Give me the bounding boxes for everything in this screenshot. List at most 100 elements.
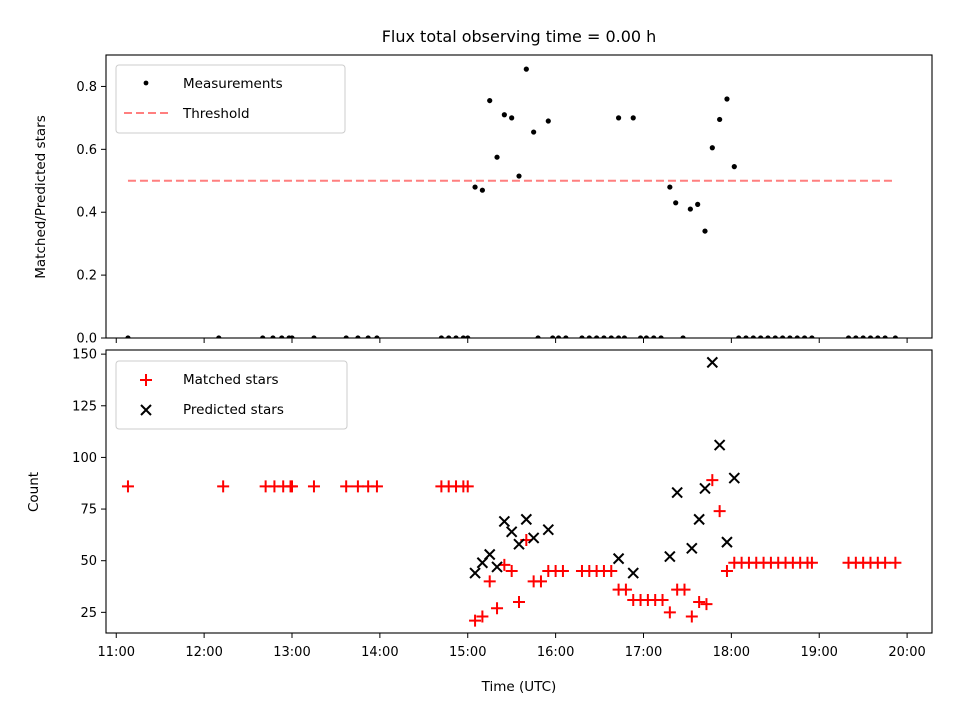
measurement-point	[270, 335, 276, 338]
measurement-point	[279, 335, 285, 338]
measurement-point	[545, 118, 551, 124]
top-y-tick-label: 0.6	[76, 143, 97, 158]
measurement-point	[750, 335, 756, 338]
top-y-axis: 0.0 0.2 0.4 0.6 0.8	[76, 80, 106, 347]
measurement-point	[772, 335, 778, 338]
measurement-point	[579, 335, 585, 338]
measurement-point	[311, 335, 317, 338]
top-y-tick-label: 0.0	[76, 332, 97, 347]
predicted-star-point	[713, 439, 726, 451]
measurement-point	[365, 335, 371, 338]
matched-star-point	[663, 606, 676, 619]
x-tick-label: 13:00	[273, 645, 310, 660]
measurement-point	[494, 154, 500, 160]
measurement-point	[892, 335, 898, 338]
bottom-series-layer	[121, 356, 902, 627]
matched-star-point	[491, 602, 504, 615]
measurement-point	[446, 335, 452, 338]
predicted-star-point	[699, 482, 711, 495]
matched-star-point	[693, 596, 706, 609]
predicted-star-point	[527, 532, 540, 544]
legend-predicted-label: Predicted stars	[183, 402, 284, 418]
measurement-point	[531, 129, 537, 135]
top-marks-clip	[125, 66, 898, 338]
measurement-point	[289, 335, 295, 338]
bottom-y-axis: 25 50 75 100 125 150	[72, 348, 106, 621]
matched-star-point	[307, 480, 320, 493]
top-x-axis	[115, 338, 908, 343]
matched-star-point	[340, 480, 353, 493]
measurement-point	[615, 115, 622, 121]
predicted-star-point	[484, 548, 496, 561]
measurement-point	[125, 335, 131, 338]
measurement-point	[709, 145, 715, 151]
predicted-star-point	[491, 561, 503, 573]
measurement-point	[472, 184, 478, 190]
measurement-point	[695, 201, 701, 207]
measurement-point	[601, 335, 607, 338]
measurement-point	[501, 112, 507, 118]
measurement-point	[355, 335, 361, 338]
matched-star-point	[656, 593, 669, 606]
top-plot-frame	[105, 54, 933, 339]
predicted-star-point	[542, 524, 554, 536]
measurement-point	[516, 173, 522, 179]
legend-measurements-label: Measurements	[183, 76, 283, 92]
bottom-y-tick-label: 150	[72, 348, 97, 363]
measurement-point	[673, 200, 679, 206]
predicted-star-point	[721, 536, 733, 548]
predicted-star-point	[693, 513, 705, 526]
matched-star-point	[619, 583, 632, 596]
bottom-y-tick-label: 100	[72, 451, 97, 466]
measurement-point	[680, 335, 686, 338]
measurement-point	[882, 335, 888, 338]
measurement-point	[651, 335, 657, 338]
measurement-point	[523, 66, 529, 72]
predicted-star-point	[498, 515, 511, 528]
bottom-y-tick-label: 50	[80, 554, 97, 569]
measurement-point	[658, 335, 664, 338]
measurement-point	[853, 335, 859, 338]
top-legend-box	[115, 64, 346, 134]
x-tick-label: 18:00	[713, 645, 750, 660]
measurement-point	[731, 164, 737, 170]
matched-star-point	[483, 575, 496, 588]
measurement-point	[608, 335, 614, 338]
x-tick-label: 11:00	[98, 645, 135, 660]
measurement-point	[780, 335, 786, 338]
measurement-point	[765, 335, 771, 338]
x-tick-label: 17:00	[625, 645, 662, 660]
predicted-star-point	[612, 552, 625, 565]
matched-star-point	[469, 614, 482, 627]
matched-star-point	[706, 474, 719, 487]
matched-star-point	[461, 480, 474, 493]
matched-star-point	[121, 480, 134, 493]
matched-star-point	[505, 565, 518, 578]
matched-star-point	[678, 583, 691, 596]
matched-star-point	[805, 556, 818, 569]
measurement-point	[809, 335, 815, 338]
measurement-point	[586, 335, 592, 338]
predicted-star-point	[664, 550, 676, 563]
predicted-star-point	[627, 567, 639, 579]
measurement-point	[724, 96, 730, 102]
x-tick-label: 20:00	[888, 645, 925, 660]
predicted-star-point	[686, 542, 698, 555]
legend-matched-marker	[140, 374, 152, 386]
predicted-star-point	[728, 472, 740, 484]
x-tick-label: 16:00	[537, 645, 574, 660]
matched-star-point	[713, 505, 726, 518]
measurement-point	[550, 335, 556, 338]
bottom-x-axis: 11:00 12:00 13:00 14:00 15:00 16:00 17:00 18:00…	[98, 633, 926, 660]
bottom-legend-box	[115, 360, 348, 430]
measurement-point	[801, 335, 808, 338]
top-y-tick-label: 0.8	[76, 80, 97, 95]
bottom-y-tick-label: 125	[72, 399, 97, 414]
predicted-star-point	[671, 486, 683, 499]
measurement-point	[460, 335, 466, 338]
x-tick-label: 12:00	[185, 645, 222, 660]
measurement-point	[438, 335, 444, 338]
matched-star-point	[285, 480, 298, 493]
bottom-y-tick-label: 75	[80, 503, 97, 518]
measurement-point	[702, 228, 708, 234]
